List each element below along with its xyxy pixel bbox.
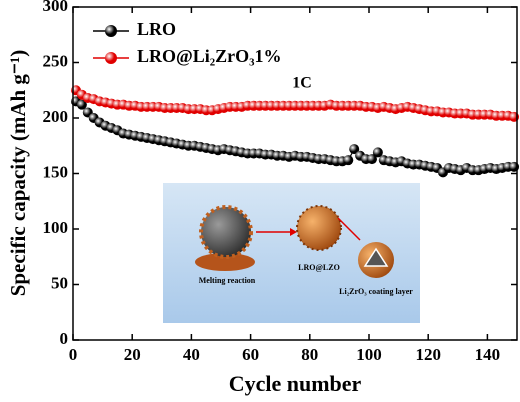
lzo-particle [296,205,342,251]
plot-frame [72,6,518,341]
y-tick-label: 0 [60,329,69,348]
legend-label: LRO [137,19,176,39]
legend-marker [105,52,117,64]
lro-particle [199,205,253,259]
x-axis-title: Cycle number [229,371,362,396]
legend-marker [105,25,117,37]
data-point [76,99,87,110]
melt-pool [195,253,255,271]
x-tick-label: 40 [183,345,200,364]
y-tick-label: 200 [43,107,69,126]
data-point [372,147,383,158]
y-tick-label: 50 [51,273,68,292]
x-tick-label: 140 [475,345,501,364]
data-point [343,155,354,166]
arrow-head [290,228,297,236]
x-tick-label: 80 [301,345,318,364]
y-tick-label: 250 [43,51,69,70]
inset: Melting reaction LRO@LZO Li₂ZrO₃ coating… [163,183,420,323]
x-tick-label: 20 [124,345,141,364]
x-tick-label: 60 [242,345,259,364]
core-section [363,247,389,267]
annotation: 1C [292,75,312,92]
legend-label: LRO@Li₂ZrO₃1% [137,46,282,66]
data-point [366,154,377,165]
y-tick-label: 100 [43,218,69,237]
data-point [349,144,360,155]
annotation: LRO@LZO [298,263,340,272]
annotation: Melting reaction [199,276,256,285]
annotation: Li₂ZrO₃ coating layer [339,287,413,296]
zoom-line [337,217,361,241]
y-tick-label: 300 [43,0,69,15]
y-tick-label: 150 [43,162,69,181]
x-tick-label: 0 [69,345,78,364]
x-tick-label: 120 [415,345,441,364]
x-tick-label: 100 [356,345,382,364]
y-axis-title: Specific capacity (mAh g⁻¹) [6,50,30,297]
